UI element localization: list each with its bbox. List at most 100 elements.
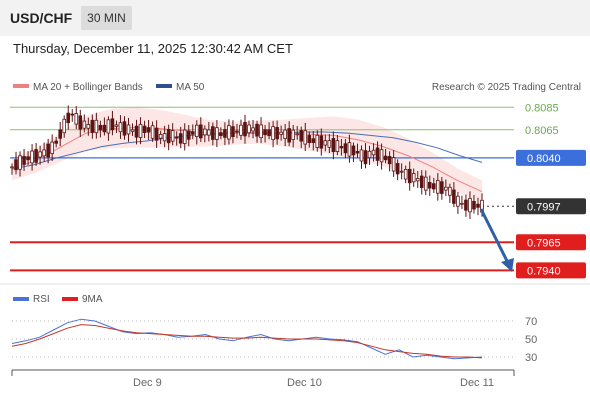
rsi-legend: RSI 9MA: [13, 294, 103, 305]
candle-body: [327, 140, 332, 148]
candle-body: [150, 125, 155, 139]
candle-body: [223, 129, 227, 138]
candle-body: [371, 149, 376, 156]
candle-body: [86, 124, 91, 129]
candle-body: [468, 198, 472, 213]
candle-body: [387, 156, 392, 165]
candle-body: [448, 186, 452, 196]
candle-body: [395, 163, 400, 175]
candle-body: [102, 124, 107, 133]
moving-averages: [11, 126, 483, 193]
candle-body: [403, 169, 408, 180]
candle-body: [440, 181, 444, 194]
candle-body: [407, 168, 412, 184]
candle-body: [331, 138, 336, 153]
candle-body: [38, 151, 42, 158]
header-bar: USD/CHF 30 MIN: [0, 0, 590, 36]
candle-body: [66, 112, 71, 124]
candle-body: [166, 129, 171, 144]
ma20-legend-swatch: [13, 84, 29, 88]
candle-body: [207, 129, 211, 136]
candle-body: [271, 126, 275, 141]
x-label-dec9: Dec 9: [133, 377, 162, 389]
candle-body: [359, 149, 364, 162]
candle-body: [476, 203, 480, 208]
candle-body: [130, 129, 135, 132]
candle-body: [170, 130, 175, 142]
candle-body: [411, 173, 416, 183]
candle-body: [94, 119, 99, 134]
ma50-legend-swatch: [156, 84, 172, 88]
level-label-0.8040: 0.8040: [527, 153, 561, 165]
candle-body: [259, 124, 263, 139]
candle-body: [178, 133, 183, 144]
bollinger-bands: [12, 107, 482, 203]
candle-body: [211, 126, 215, 140]
level-label-0.7997: 0.7997: [527, 201, 561, 213]
ma50-line: [11, 131, 483, 170]
candle-body: [231, 126, 235, 138]
chart-legend: MA 20 + Bollinger Bands MA 50 Research ©…: [13, 82, 581, 93]
candle-body: [436, 180, 440, 194]
candle-body: [146, 127, 151, 133]
timeframe-button[interactable]: 30 MIN: [81, 6, 132, 30]
candle-body: [339, 146, 344, 149]
candle-body: [287, 128, 291, 143]
candle-body: [142, 125, 147, 133]
x-label-dec11: Dec 11: [460, 377, 494, 389]
candle-body: [10, 166, 14, 169]
candle-body: [375, 147, 380, 161]
candle-body: [391, 157, 396, 172]
candle-body: [203, 128, 207, 136]
ma20-line: [11, 126, 483, 193]
candle-body: [275, 127, 279, 140]
candle-body: [118, 122, 123, 133]
candle-body: [243, 122, 247, 137]
candle-body: [355, 151, 360, 154]
rsi-tick-30: 30: [525, 352, 537, 364]
ma9-legend-label: 9MA: [82, 294, 103, 305]
candle-body: [456, 195, 460, 207]
candle-body: [126, 124, 131, 135]
candle-body: [452, 189, 456, 204]
candle-body: [343, 143, 348, 154]
candle-body: [106, 119, 111, 134]
rsi-legend-label: RSI: [33, 294, 50, 305]
x-label-dec10: Dec 10: [287, 377, 322, 389]
candle-body: [347, 142, 352, 157]
candle-body: [22, 156, 26, 165]
rsi-tick-50: 50: [525, 334, 537, 346]
candle-body: [190, 131, 195, 135]
candle-body: [311, 138, 316, 143]
candle-body: [399, 170, 404, 173]
candle-body: [379, 149, 384, 163]
candle-body: [158, 134, 163, 139]
level-badge-0.7997: [516, 198, 586, 215]
rsi-legend-swatch: [13, 297, 29, 301]
rsi-tick-70: 70: [525, 316, 537, 328]
candlesticks: [10, 105, 484, 220]
candle-body: [34, 149, 38, 163]
candle-body: [251, 127, 255, 132]
candle-body: [42, 149, 46, 157]
level-badge-0.7940: [516, 262, 586, 279]
forecast-arrow: [479, 208, 514, 272]
candle-body: [255, 123, 259, 137]
ma9-legend-swatch: [62, 297, 78, 301]
candle-body: [174, 136, 179, 139]
candle-body: [50, 141, 54, 154]
candle-body: [267, 129, 271, 137]
candle-body: [415, 178, 420, 182]
candle-body: [162, 133, 167, 142]
candle-body: [110, 118, 115, 131]
candle-body: [82, 120, 87, 129]
timestamp: Thursday, December 11, 2025 12:30:42 AM …: [13, 41, 293, 56]
credit-label: Research © 2025 Trading Central: [432, 82, 581, 93]
candle-body: [26, 156, 30, 161]
candle-body: [215, 127, 219, 140]
rsi-ma9-line: [11, 324, 483, 359]
candle-body: [299, 130, 304, 142]
candle-body: [460, 202, 464, 205]
candle-body: [199, 124, 203, 139]
